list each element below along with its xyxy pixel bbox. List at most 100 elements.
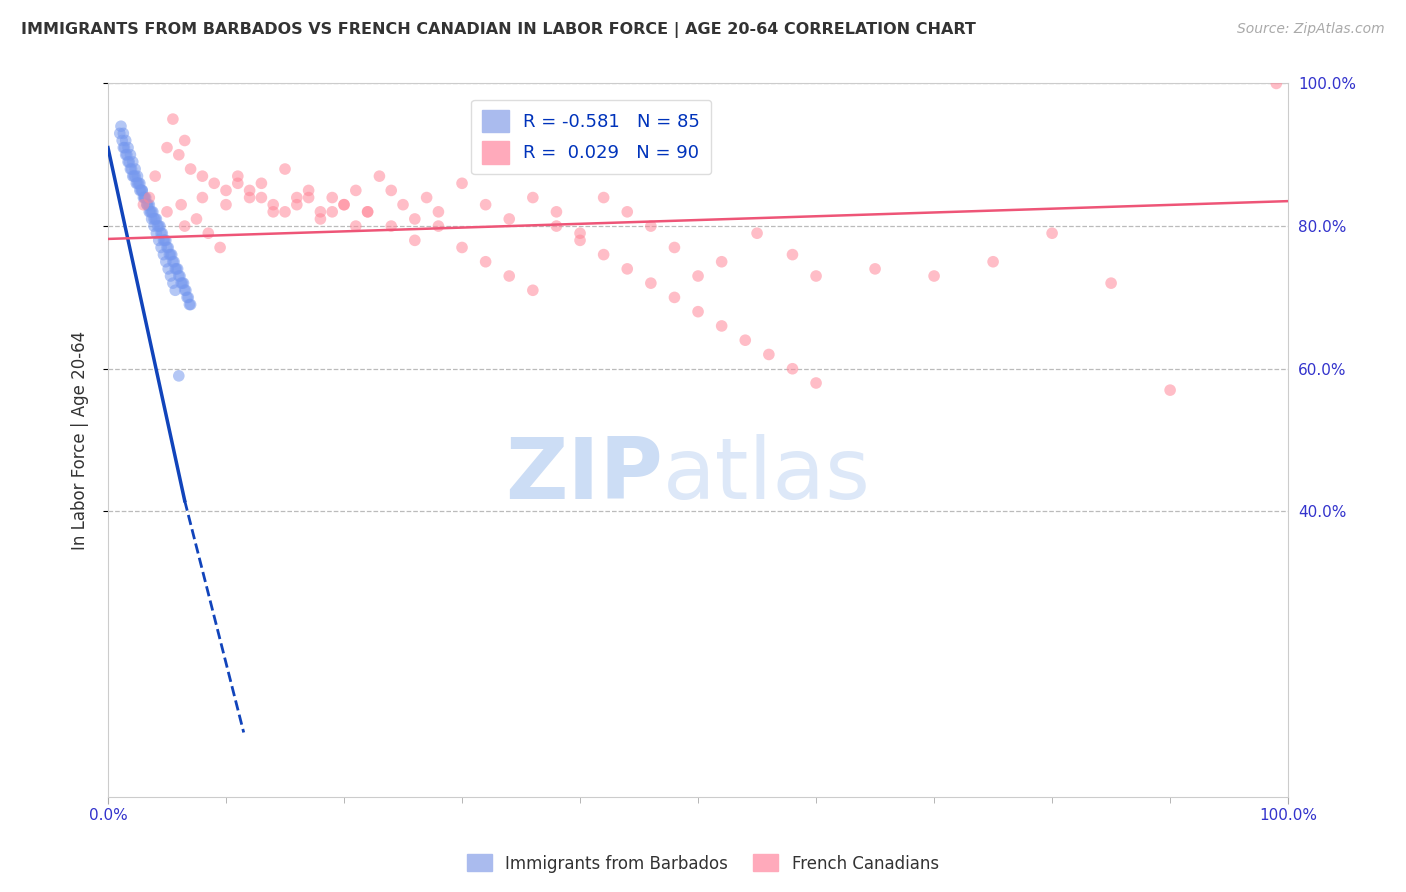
Point <box>114 134 136 148</box>
Point <box>285 190 308 204</box>
Point <box>159 268 181 283</box>
Point <box>592 190 614 204</box>
Point <box>146 219 169 233</box>
Point <box>380 183 402 197</box>
Point <box>131 183 153 197</box>
Point <box>122 169 145 183</box>
Point <box>546 219 568 233</box>
Point <box>160 247 183 261</box>
Point <box>159 247 181 261</box>
Point <box>392 197 415 211</box>
Point <box>569 226 592 240</box>
Point <box>734 333 756 347</box>
Point <box>180 297 202 311</box>
Point <box>134 190 156 204</box>
Point <box>150 240 173 254</box>
Point <box>152 233 174 247</box>
Point <box>149 219 172 233</box>
Point <box>167 148 190 162</box>
Point <box>710 254 733 268</box>
Point <box>136 197 159 211</box>
Point <box>139 204 162 219</box>
Point <box>640 219 662 233</box>
Point <box>138 204 160 219</box>
Point <box>309 204 332 219</box>
Point <box>114 141 136 155</box>
Point <box>451 240 474 254</box>
Point <box>356 204 378 219</box>
Point <box>191 169 214 183</box>
Point <box>427 219 450 233</box>
Point <box>616 261 638 276</box>
Point <box>1099 276 1122 290</box>
Point <box>804 376 827 390</box>
Point <box>782 247 804 261</box>
Point <box>569 233 592 247</box>
Point <box>132 190 155 204</box>
Y-axis label: In Labor Force | Age 20-64: In Labor Force | Age 20-64 <box>72 331 89 549</box>
Point <box>498 211 520 226</box>
Point <box>1159 383 1181 397</box>
Point <box>134 190 156 204</box>
Point <box>145 211 167 226</box>
Point <box>153 233 176 247</box>
Point <box>120 161 142 176</box>
Point <box>745 226 768 240</box>
Point <box>162 276 184 290</box>
Point <box>157 240 180 254</box>
Point <box>131 183 153 197</box>
Point <box>172 276 194 290</box>
Point <box>176 290 198 304</box>
Point <box>215 197 238 211</box>
Point <box>262 197 284 211</box>
Point <box>498 268 520 283</box>
Point <box>121 169 143 183</box>
Point <box>274 161 297 176</box>
Point <box>640 276 662 290</box>
Point <box>474 197 496 211</box>
Point <box>321 204 343 219</box>
Point <box>250 190 273 204</box>
Point <box>191 190 214 204</box>
Point <box>321 190 343 204</box>
Point <box>112 141 135 155</box>
Point <box>117 141 139 155</box>
Point <box>162 112 184 127</box>
Point <box>167 268 190 283</box>
Point <box>197 226 219 240</box>
Point <box>664 290 686 304</box>
Point <box>173 219 195 233</box>
Point <box>239 183 262 197</box>
Point <box>202 176 225 190</box>
Point <box>209 240 232 254</box>
Point <box>136 197 159 211</box>
Point <box>285 197 308 211</box>
Point <box>120 148 142 162</box>
Point <box>804 268 827 283</box>
Point <box>115 148 138 162</box>
Point <box>344 219 367 233</box>
Point <box>138 197 160 211</box>
Text: Source: ZipAtlas.com: Source: ZipAtlas.com <box>1237 22 1385 37</box>
Point <box>170 197 193 211</box>
Point <box>664 240 686 254</box>
Point <box>157 261 180 276</box>
Point <box>136 197 159 211</box>
Point <box>165 261 187 276</box>
Point <box>156 240 179 254</box>
Point <box>333 197 356 211</box>
Point <box>141 211 163 226</box>
Point <box>451 176 474 190</box>
Legend: R = -0.581   N = 85, R =  0.029   N = 90: R = -0.581 N = 85, R = 0.029 N = 90 <box>471 100 711 174</box>
Point <box>157 247 180 261</box>
Point <box>165 283 187 297</box>
Point <box>262 204 284 219</box>
Point <box>616 204 638 219</box>
Point <box>166 261 188 276</box>
Point <box>368 169 391 183</box>
Point <box>592 247 614 261</box>
Point <box>129 183 152 197</box>
Point <box>297 183 319 197</box>
Point <box>274 204 297 219</box>
Point <box>141 204 163 219</box>
